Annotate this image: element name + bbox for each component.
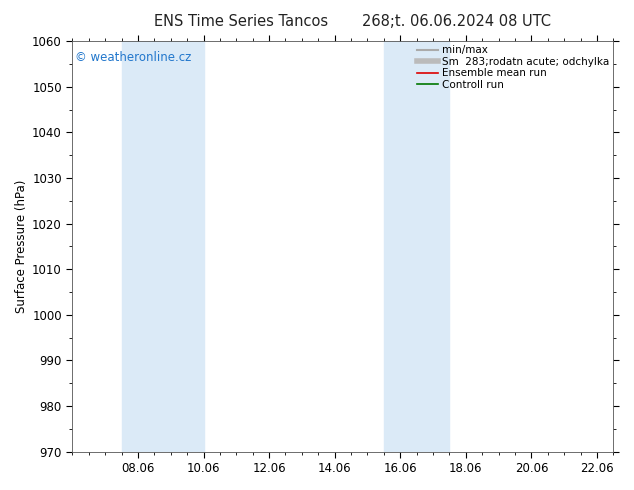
- Bar: [384, 41, 450, 452]
- Text: © weatheronline.cz: © weatheronline.cz: [75, 51, 191, 64]
- Bar: [122, 41, 204, 452]
- Text: ENS Time Series Tancos: ENS Time Series Tancos: [154, 14, 328, 29]
- Legend: min/max, Sm  283;rodatn acute; odchylka, Ensemble mean run, Controll run: min/max, Sm 283;rodatn acute; odchylka, …: [415, 43, 611, 92]
- Text: 268;t. 06.06.2024 08 UTC: 268;t. 06.06.2024 08 UTC: [362, 14, 551, 29]
- Y-axis label: Surface Pressure (hPa): Surface Pressure (hPa): [15, 180, 28, 313]
